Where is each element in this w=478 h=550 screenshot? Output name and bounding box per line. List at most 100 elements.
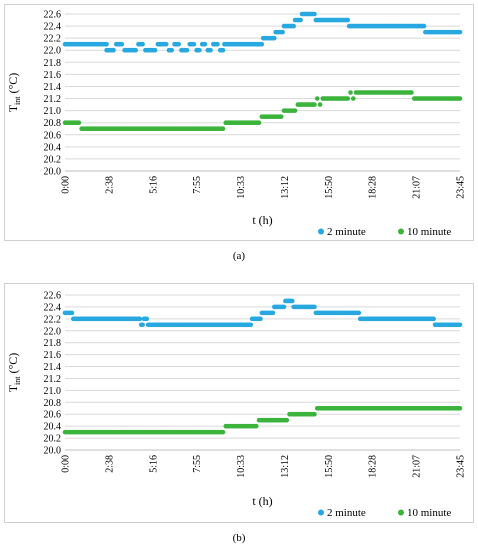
y-axis-label: Tint (°C) [6, 73, 22, 113]
series-two-minute [62, 298, 463, 328]
data-point [280, 29, 285, 35]
x-tick-label: 5:16 [148, 176, 159, 194]
data-point [248, 322, 254, 328]
x-axis-label: t (h) [252, 213, 272, 227]
series-two-minute [62, 11, 463, 53]
y-tick-label: 21.8 [44, 58, 62, 69]
y-tick-label: 21.2 [44, 374, 62, 385]
y-axis-label-subscript: int [13, 376, 22, 385]
data-point [348, 90, 353, 95]
legend-label: 10 minute [407, 507, 451, 519]
x-tick-label: 18:28 [368, 455, 379, 478]
data-point [184, 47, 190, 53]
data-point [76, 120, 82, 125]
data-point [291, 23, 296, 29]
y-tick-label: 21.8 [44, 338, 62, 349]
y-tick-label: 22.4 [44, 302, 62, 313]
y-tick-label: 22.6 [44, 10, 62, 21]
data-point [312, 304, 317, 310]
legend: 2 minute 10 minute [318, 507, 451, 519]
data-point [220, 47, 226, 53]
data-point [350, 96, 356, 101]
panel-caption-b: (b) [232, 532, 246, 544]
data-point [312, 411, 317, 417]
data-point [421, 23, 427, 29]
x-tick-label: 13:12 [280, 176, 291, 199]
data-point [256, 120, 262, 125]
y-tick-label: 21.6 [44, 350, 62, 361]
data-point [119, 41, 125, 47]
y-axis-label-symbol: T [6, 384, 20, 392]
chart-panel-b: 20.0 20.2 20.4 20.6 20.8 21.0 21.2 21.4 21.6 21.8… [4, 283, 474, 523]
data-point [457, 29, 463, 35]
x-tick-label: 0:00 [61, 176, 72, 194]
data-point [197, 47, 202, 53]
data-point [208, 47, 213, 53]
x-tick-label: 23:45 [456, 455, 467, 478]
data-point [281, 304, 287, 310]
x-tick-label: 13:12 [280, 455, 291, 478]
x-tick-label: 7:55 [192, 455, 203, 473]
series-ten-minute [62, 90, 463, 132]
data-point [111, 47, 116, 53]
data-point [457, 405, 463, 411]
y-tick-label: 21.4 [44, 82, 62, 93]
y-tick-label: 22.0 [44, 46, 62, 57]
data-point [140, 322, 145, 328]
data-point [284, 417, 290, 423]
legend-label: 10 minute [407, 226, 451, 238]
data-point [431, 316, 436, 322]
x-tick-label: 15:50 [324, 176, 335, 199]
x-tick-label: 5:16 [148, 455, 159, 473]
data-point [259, 41, 265, 47]
chart-panel-a: 20.0 20.2 20.4 20.6 20.8 21.0 21.2 21.4 21.6 21.8… [4, 4, 474, 241]
x-tick-label: 23:45 [456, 176, 467, 199]
data-point [278, 114, 284, 119]
x-tick-label: 21:07 [412, 455, 423, 478]
x-tick-label: 10:33 [236, 176, 247, 199]
y-tick-label: 20.2 [44, 434, 62, 445]
data-point [409, 90, 414, 95]
y-axis-label-symbol: T [6, 104, 20, 112]
y-tick-label: 21.0 [44, 386, 62, 397]
legend: 2 minute 10 minute [318, 226, 451, 238]
x-axis-label: t (h) [252, 494, 272, 508]
data-point [270, 310, 276, 316]
data-point [220, 126, 226, 132]
y-tick-label: 21.2 [44, 94, 62, 105]
x-tick-label: 2:38 [104, 455, 115, 473]
y-tick-label: 20.6 [44, 410, 62, 421]
y-tick-label: 20.8 [44, 398, 62, 409]
data-point [169, 47, 175, 53]
data-point [314, 96, 320, 101]
chart-a: 20.0 20.220.420.620.821.021.221.421.621.8… [6, 10, 467, 239]
data-point [457, 322, 463, 328]
y-tick-label: 21.6 [44, 70, 62, 81]
y-tick-label: 20.4 [44, 422, 62, 433]
y-tick-label: 20.2 [44, 154, 62, 165]
y-axis-label-unit: (°C) [6, 353, 20, 377]
data-point [215, 41, 220, 47]
data-point [176, 41, 181, 47]
y-tick-label: 22.2 [44, 34, 62, 45]
legend-marker [398, 509, 404, 516]
x-tick-label: 2:38 [104, 176, 115, 194]
data-point [140, 41, 145, 47]
data-point [104, 41, 109, 47]
data-point [271, 35, 277, 41]
data-point [292, 108, 298, 113]
data-point [298, 17, 303, 23]
data-point [345, 96, 351, 101]
y-tick-label: 22.4 [44, 22, 62, 33]
data-point [258, 316, 263, 322]
data-point [152, 47, 158, 53]
y-tick-label: 22.2 [44, 314, 62, 325]
y-tick-label: 21.0 [44, 106, 62, 117]
data-point [312, 102, 317, 107]
y-tick-label: 20.8 [44, 118, 62, 129]
panel-caption-a: (a) [232, 250, 246, 262]
legend-marker [318, 228, 324, 235]
data-point [191, 41, 197, 47]
legend-label: 2 minute [327, 226, 366, 238]
y-tick-label: 21.4 [44, 362, 62, 373]
